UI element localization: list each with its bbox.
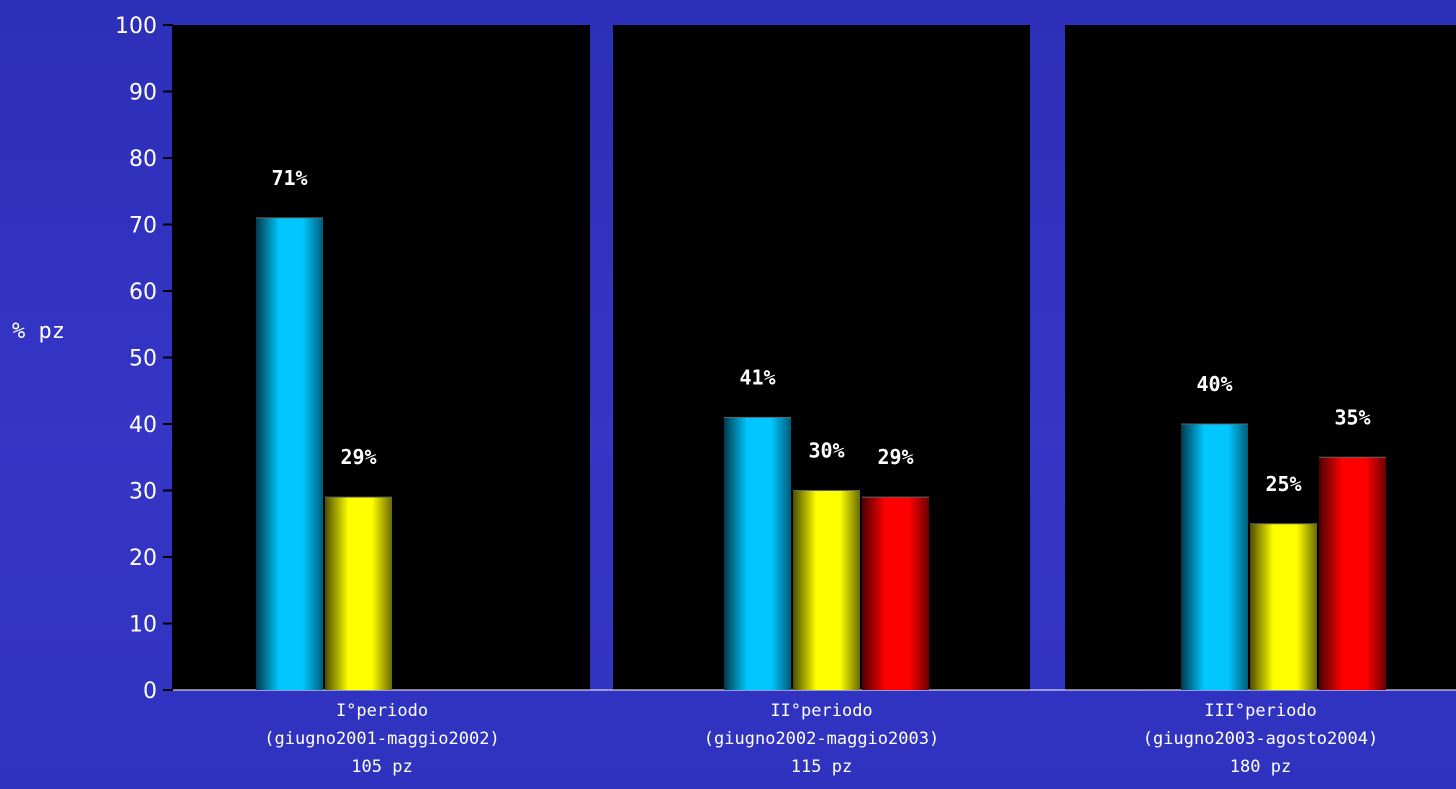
bar-2-3 [862, 497, 929, 690]
category-label-1-line-1: I°periodo [336, 701, 428, 721]
bar-1-1 [256, 217, 323, 690]
bar-3-3 [1319, 457, 1386, 690]
y-tick-label: 50 [129, 347, 157, 372]
y-tick-label: 0 [143, 679, 157, 704]
bar-3-2 [1250, 523, 1317, 690]
y-tick-label: 90 [129, 81, 157, 106]
data-label-2-2: 30% [808, 439, 844, 463]
bar-3-1 [1181, 424, 1248, 690]
y-tick-label: 10 [129, 613, 157, 638]
category-label-3-line-3: 180 pz [1230, 757, 1291, 777]
data-label-2-1: 41% [739, 365, 775, 389]
y-tick-label: 40 [129, 413, 157, 438]
category-label-2-line-2: (giugno2002-maggio2003) [704, 729, 939, 749]
data-label-3-1: 40% [1196, 372, 1232, 396]
y-tick-label: 80 [129, 147, 157, 172]
data-label-1-2: 29% [340, 445, 376, 469]
category-label-2-line-1: II°periodo [770, 701, 872, 721]
category-label-1-line-2: (giugno2001-maggio2002) [264, 729, 499, 749]
data-label-2-3: 29% [877, 445, 913, 469]
category-label-3-line-1: III°periodo [1204, 701, 1317, 721]
y-tick-label: 30 [129, 480, 157, 505]
bar-2-2 [793, 490, 860, 690]
bar-2-1 [724, 417, 791, 690]
data-label-3-2: 25% [1265, 472, 1301, 496]
data-label-3-3: 35% [1334, 405, 1370, 429]
category-label-1-line-3: 105 pz [351, 757, 412, 777]
y-axis-label: % pz [12, 319, 65, 344]
category-label-3-line-2: (giugno2003-agosto2004) [1143, 729, 1378, 749]
y-tick-label: 100 [115, 14, 157, 39]
y-tick-label: 70 [129, 214, 157, 239]
data-label-1-1: 71% [271, 166, 307, 190]
bar-1-2 [325, 497, 392, 690]
y-tick-label: 60 [129, 280, 157, 305]
y-tick-label: 20 [129, 546, 157, 571]
category-label-2-line-3: 115 pz [791, 757, 852, 777]
